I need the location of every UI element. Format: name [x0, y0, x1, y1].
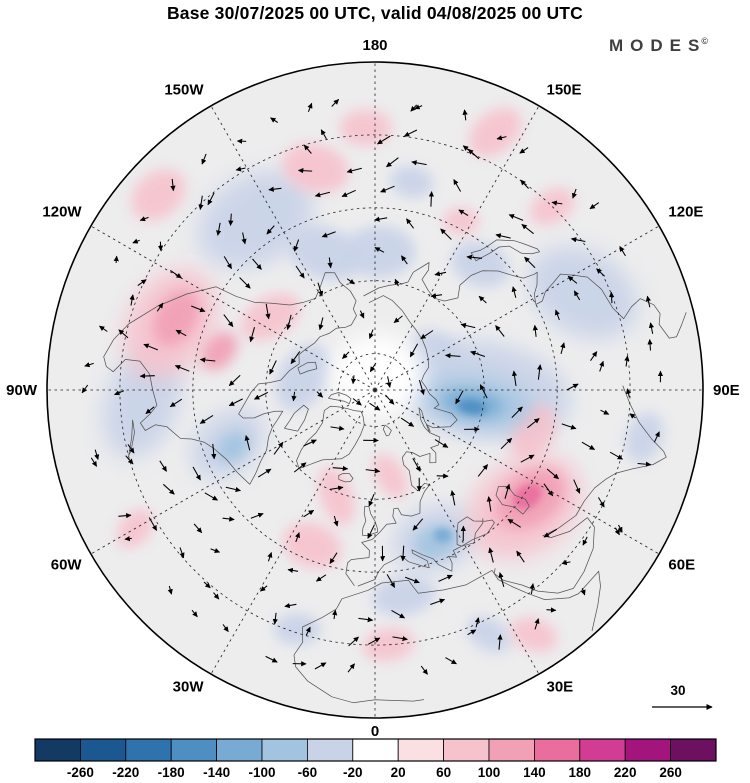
svg-text:260: 260 [659, 765, 682, 780]
longitude-labels: 180 150E 120E 90E 60E 30E 0 30W 60W 90W 120W 150W [6, 37, 740, 740]
coastlines [103, 239, 687, 704]
svg-text:120E: 120E [668, 204, 703, 221]
svg-text:60E: 60E [668, 557, 695, 574]
svg-text:150E: 150E [547, 82, 582, 99]
svg-text:0: 0 [371, 723, 379, 740]
svg-text:-100: -100 [248, 765, 275, 780]
wind-vectors [81, 98, 664, 675]
svg-text:60: 60 [436, 765, 451, 780]
svg-text:-20: -20 [343, 765, 363, 780]
svg-text:120W: 120W [42, 204, 82, 221]
copyright-mark: © [701, 36, 708, 47]
svg-text:90W: 90W [6, 382, 38, 399]
svg-text:-260: -260 [67, 765, 94, 780]
svg-text:60W: 60W [51, 557, 83, 574]
svg-text:30W: 30W [173, 678, 205, 695]
svg-text:180: 180 [569, 765, 592, 780]
modes-logo-text: MODES [609, 36, 707, 55]
page-title: Base 30/07/2025 00 UTC, valid 04/08/2025… [166, 3, 584, 23]
svg-text:-180: -180 [158, 765, 185, 780]
vector-scale: 30 [652, 683, 713, 710]
map-rim [46, 61, 704, 719]
svg-text:90E: 90E [713, 382, 740, 399]
svg-text:30E: 30E [547, 678, 574, 695]
svg-text:30: 30 [670, 683, 685, 698]
svg-text:150W: 150W [164, 82, 204, 99]
svg-text:-60: -60 [298, 765, 318, 780]
colorbar: -260 -220 -180 -140 -100 -60 -20 20 60 100 140 180 2… [34, 738, 717, 780]
anomaly-shading [102, 107, 664, 662]
svg-text:180: 180 [362, 37, 387, 54]
svg-text:20: 20 [391, 765, 406, 780]
svg-text:-220: -220 [112, 765, 139, 780]
svg-text:220: 220 [614, 765, 637, 780]
map-interior [47, 62, 703, 718]
svg-text:-140: -140 [203, 765, 230, 780]
svg-text:100: 100 [478, 765, 501, 780]
svg-text:140: 140 [523, 765, 546, 780]
modes-logo: MODES© [609, 36, 708, 56]
